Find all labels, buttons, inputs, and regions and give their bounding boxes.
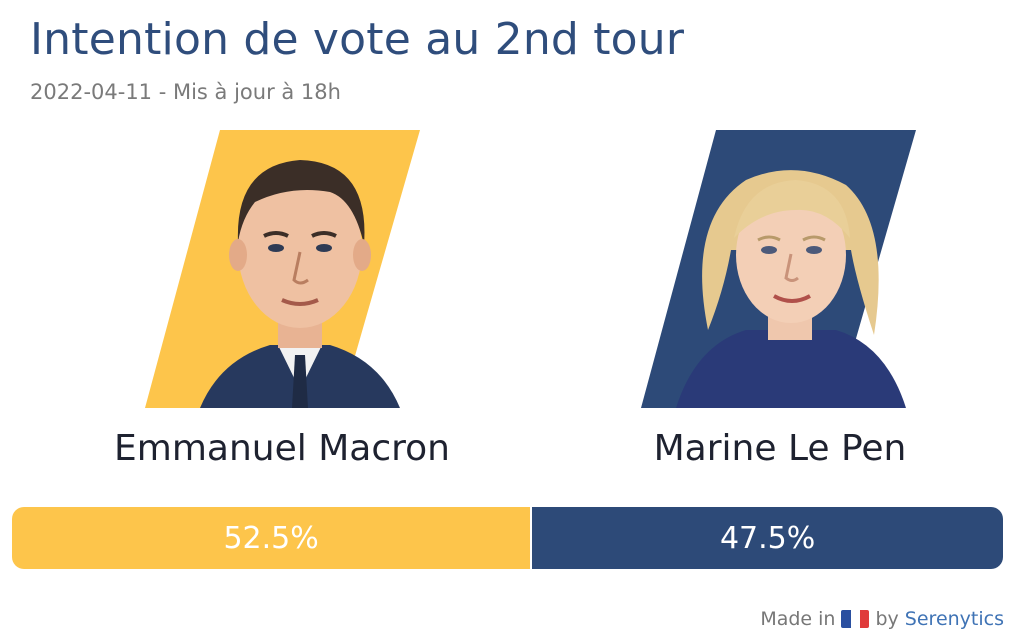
bar-segment-macron: 52.5%: [12, 507, 533, 569]
footer-made-in: Made in: [760, 608, 836, 630]
footer-credit: Made in by Serenytics: [760, 608, 1004, 630]
flag-stripe-red: [860, 610, 870, 628]
french-flag-icon: [841, 610, 870, 628]
footer-by: by: [875, 608, 899, 630]
flag-stripe-blue: [841, 610, 851, 628]
chart-subtitle: 2022-04-11 - Mis à jour à 18h: [30, 80, 341, 104]
flag-stripe-white: [850, 610, 861, 628]
chart-title: Intention de vote au 2nd tour: [30, 14, 685, 65]
bar-label-macron: 52.5%: [223, 520, 319, 556]
lepen-portrait-image: [641, 130, 916, 408]
bar-label-lepen: 47.5%: [719, 520, 816, 556]
serenytics-link[interactable]: Serenytics: [904, 608, 1004, 630]
candidate-name-lepen: Marine Le Pen: [653, 428, 907, 469]
bar-segment-lepen: 47.5%: [532, 507, 1003, 569]
candidate-name-macron: Emmanuel Macron: [114, 428, 450, 469]
macron-portrait-image: [145, 130, 420, 408]
vote-share-bar: 52.5% 47.5%: [12, 507, 1003, 569]
